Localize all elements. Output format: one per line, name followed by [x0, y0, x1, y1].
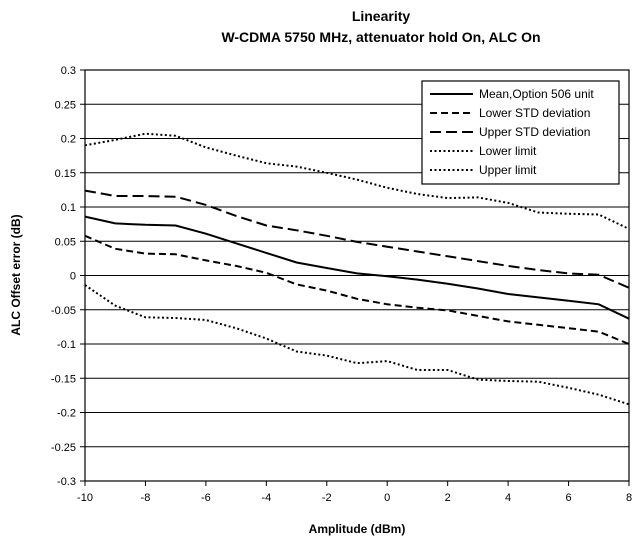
y-tick-label: -0.15: [51, 373, 76, 385]
x-axis-ticks: -10 -8 -6 -4 -2 0 2 4 6 8: [77, 481, 632, 504]
y-tick-label: -0.05: [51, 305, 76, 317]
series-group: [84, 132, 630, 406]
x-tick-label: -8: [141, 492, 151, 504]
y-tick-label: 0.2: [61, 134, 76, 146]
legend-label-5: Upper limit: [479, 163, 537, 177]
x-tick-label: -6: [201, 492, 211, 504]
y-axis-ticks: 0.3 0.25 0.2 0.15 0.1 0.05 0 -0.05 -0.1 -0.15 -0.2…: [51, 65, 85, 488]
x-tick-label: -2: [322, 492, 332, 504]
series-line-4: [84, 284, 630, 406]
x-tick-label: 2: [445, 492, 451, 504]
legend: Mean,Option 506 unit Lower STD deviation U…: [421, 80, 620, 185]
y-tick-label: -0.25: [51, 442, 76, 454]
legend-label-2: Lower STD deviation: [479, 106, 590, 120]
legend-label-4: Lower limit: [479, 144, 537, 158]
y-tick-label: 0.15: [55, 168, 76, 180]
y-tick-label: 0.25: [55, 99, 76, 111]
series-line-5: [84, 132, 630, 230]
x-tick-label: 8: [626, 492, 632, 504]
legend-label-3: Upper STD deviation: [479, 125, 590, 139]
x-tick-label: 0: [384, 492, 390, 504]
y-axis-label: ALC Offset error (dB): [9, 214, 23, 335]
y-tick-label: 0: [70, 271, 76, 283]
chart-subtitle: W-CDMA 5750 MHz, attenuator hold On, ALC…: [221, 29, 540, 45]
y-tick-label: -0.3: [57, 476, 76, 488]
y-tick-label: 0.05: [55, 236, 76, 248]
x-tick-label: -4: [261, 492, 271, 504]
y-tick-label: 0.1: [61, 202, 76, 214]
x-tick-label: 6: [565, 492, 571, 504]
y-tick-label: 0.3: [61, 65, 76, 77]
series-line-1: [84, 215, 630, 320]
x-tick-label: 4: [505, 492, 511, 504]
series-line-3: [84, 189, 630, 289]
y-tick-label: -0.1: [57, 339, 76, 351]
series-line-2: [84, 234, 630, 345]
x-axis-label: Amplitude (dBm): [309, 522, 406, 536]
x-tick-label: -10: [77, 492, 93, 504]
y-tick-label: -0.2: [57, 408, 76, 420]
legend-label-1: Mean,Option 506 unit: [479, 87, 594, 101]
chart-title: Linearity: [352, 8, 411, 24]
